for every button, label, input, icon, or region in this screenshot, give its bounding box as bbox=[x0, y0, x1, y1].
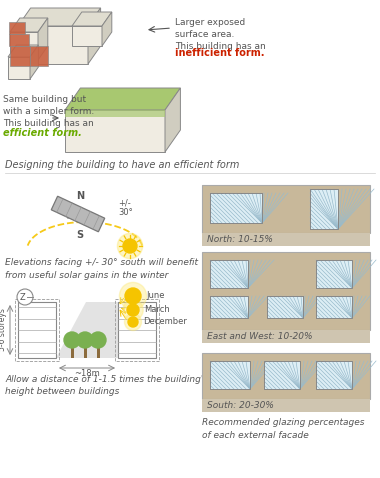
Bar bbox=[10, 46, 30, 66]
Text: March: March bbox=[144, 305, 170, 315]
Text: South: 20-30%: South: 20-30% bbox=[207, 401, 274, 410]
Text: +/-
30°: +/- 30° bbox=[118, 198, 133, 217]
Polygon shape bbox=[18, 26, 88, 64]
Bar bbox=[316, 260, 352, 288]
Circle shape bbox=[128, 317, 138, 327]
Bar bbox=[210, 296, 248, 318]
Bar bbox=[202, 399, 370, 412]
Polygon shape bbox=[102, 12, 112, 46]
Circle shape bbox=[17, 289, 33, 305]
Text: Same building but
with a simpler form.
This building has an: Same building but with a simpler form. T… bbox=[3, 95, 94, 128]
Bar bbox=[9, 22, 25, 34]
Bar bbox=[210, 296, 248, 318]
Bar bbox=[71, 346, 73, 358]
Text: efficient form.: efficient form. bbox=[3, 128, 82, 138]
Polygon shape bbox=[38, 18, 48, 60]
Circle shape bbox=[123, 300, 143, 320]
Polygon shape bbox=[65, 110, 165, 152]
Circle shape bbox=[127, 304, 139, 316]
Bar bbox=[97, 346, 100, 358]
Circle shape bbox=[117, 233, 142, 259]
Bar bbox=[310, 189, 338, 229]
Bar bbox=[316, 260, 352, 288]
Bar bbox=[210, 193, 262, 223]
Bar bbox=[267, 296, 303, 318]
Circle shape bbox=[123, 239, 137, 253]
Bar bbox=[30, 46, 48, 66]
Circle shape bbox=[125, 314, 141, 330]
Bar bbox=[202, 353, 370, 399]
Polygon shape bbox=[10, 18, 48, 32]
Text: 5-6 storeys: 5-6 storeys bbox=[0, 309, 7, 351]
Bar bbox=[210, 260, 248, 288]
Text: S: S bbox=[76, 230, 84, 240]
Text: ~18m: ~18m bbox=[74, 369, 100, 378]
Circle shape bbox=[119, 282, 147, 310]
Bar bbox=[202, 185, 370, 233]
Bar bbox=[264, 361, 300, 389]
Polygon shape bbox=[18, 8, 101, 26]
Text: Z: Z bbox=[19, 293, 25, 302]
Bar bbox=[202, 252, 370, 330]
Bar bbox=[316, 296, 352, 318]
Bar bbox=[210, 193, 262, 223]
Bar bbox=[210, 260, 248, 288]
Circle shape bbox=[77, 332, 93, 348]
Polygon shape bbox=[8, 57, 30, 79]
Text: Larger exposed
surface area.
This building has an: Larger exposed surface area. This buildi… bbox=[175, 18, 266, 51]
Polygon shape bbox=[72, 12, 112, 26]
Bar bbox=[202, 233, 370, 246]
Polygon shape bbox=[10, 32, 38, 60]
Bar bbox=[65, 110, 165, 117]
Polygon shape bbox=[8, 45, 38, 57]
Polygon shape bbox=[65, 88, 180, 110]
Polygon shape bbox=[51, 196, 105, 232]
Bar bbox=[264, 361, 300, 389]
Text: Allow a distance of 1-1.5 times the building's
height between buildings: Allow a distance of 1-1.5 times the buil… bbox=[5, 375, 208, 396]
Text: North: 10-15%: North: 10-15% bbox=[207, 235, 273, 244]
Bar bbox=[316, 296, 352, 318]
Bar bbox=[9, 34, 29, 46]
Bar bbox=[118, 302, 156, 358]
Text: N: N bbox=[76, 191, 84, 201]
Text: Elevations facing +/- 30° south will benefit
from useful solar gains in the wint: Elevations facing +/- 30° south will ben… bbox=[5, 258, 198, 280]
Bar bbox=[210, 361, 250, 389]
Bar bbox=[267, 296, 303, 318]
Text: inefficient form.: inefficient form. bbox=[175, 48, 264, 58]
Polygon shape bbox=[88, 8, 101, 64]
Bar bbox=[84, 346, 87, 358]
Bar bbox=[310, 189, 338, 229]
Circle shape bbox=[90, 332, 106, 348]
Bar bbox=[18, 302, 56, 358]
Bar bbox=[316, 361, 352, 389]
Bar bbox=[202, 330, 370, 343]
Bar bbox=[115, 299, 159, 361]
Polygon shape bbox=[72, 26, 102, 46]
Polygon shape bbox=[30, 45, 38, 79]
Text: June: June bbox=[146, 292, 165, 301]
Text: Designing the building to have an efficient form: Designing the building to have an effici… bbox=[5, 160, 239, 170]
Bar bbox=[210, 361, 250, 389]
Circle shape bbox=[64, 332, 80, 348]
Polygon shape bbox=[56, 302, 118, 358]
Bar bbox=[316, 361, 352, 389]
Text: Recommended glazing percentages
of each external facade: Recommended glazing percentages of each … bbox=[202, 418, 364, 439]
Text: East and West: 10-20%: East and West: 10-20% bbox=[207, 332, 312, 341]
Bar bbox=[15, 299, 59, 361]
Circle shape bbox=[125, 288, 141, 304]
Text: December: December bbox=[143, 317, 187, 326]
Polygon shape bbox=[165, 88, 180, 152]
